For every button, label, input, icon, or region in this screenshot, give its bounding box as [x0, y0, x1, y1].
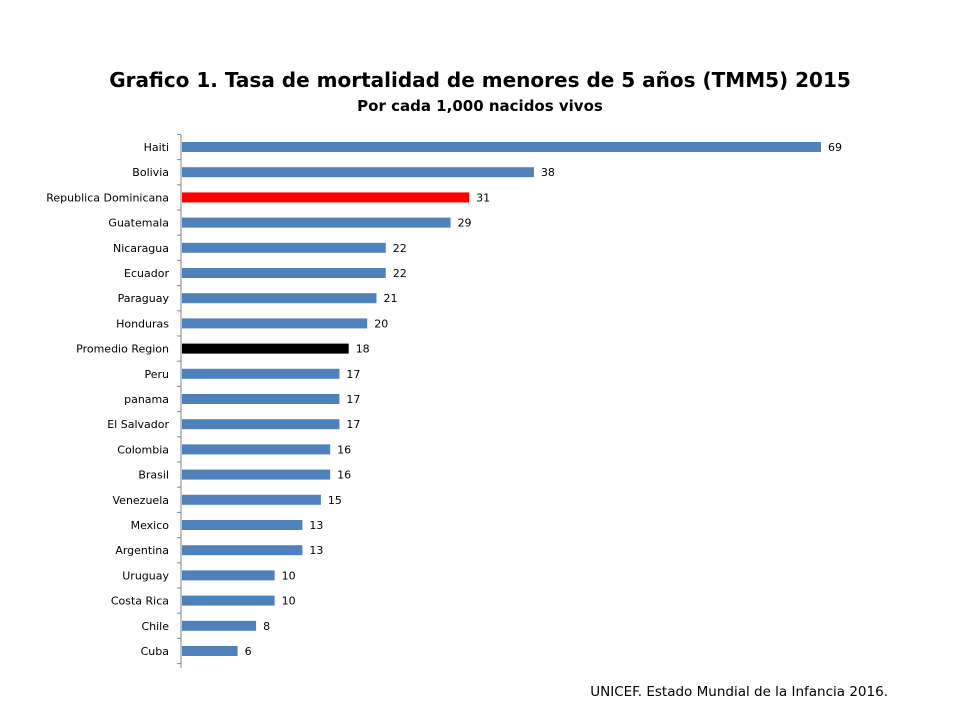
source-note: UNICEF. Estado Mundial de la Infancia 20… [590, 684, 888, 700]
bar [182, 192, 470, 203]
category-label: Venezuela [113, 494, 170, 507]
bar [182, 167, 534, 178]
value-label: 15 [328, 494, 342, 507]
chart-title: Grafico 1. Tasa de mortalidad de menores… [109, 68, 851, 92]
chart-subtitle: Por cada 1,000 nacidos vivos [357, 97, 603, 115]
category-label: Bolivia [132, 166, 169, 179]
bar [182, 394, 340, 404]
category-label: Peru [144, 368, 169, 381]
bar [182, 646, 238, 656]
category-label: Cuba [141, 645, 169, 658]
value-label: 31 [476, 191, 490, 204]
value-label: 29 [458, 217, 472, 230]
bar [182, 318, 368, 329]
category-label: Colombia [117, 443, 169, 456]
bar [182, 142, 821, 152]
category-label: Honduras [116, 317, 169, 330]
category-label: Haiti [144, 141, 169, 154]
category-label: panama [124, 393, 169, 406]
category-label: Chile [141, 620, 169, 633]
value-label: 10 [282, 595, 296, 608]
bar [182, 444, 331, 455]
bar [182, 570, 275, 581]
value-label: 10 [282, 569, 296, 582]
bar [182, 293, 377, 304]
category-label: Paraguay [118, 292, 170, 305]
value-label: 22 [393, 267, 407, 280]
category-label: Guatemala [108, 217, 169, 230]
value-label: 69 [828, 141, 842, 154]
category-label: Uruguay [122, 569, 169, 582]
bar-chart: Haiti 69 Bolivia 38 Republica Dominicana 31 Gu… [46, 133, 842, 668]
value-label: 18 [356, 343, 370, 356]
value-label: 38 [541, 166, 555, 179]
category-label: Republica Dominicana [46, 191, 169, 204]
value-label: 17 [346, 393, 360, 406]
bar [182, 419, 340, 430]
bars-group: Haiti 69 Bolivia 38 Republica Dominicana 31 Gu… [46, 133, 842, 665]
bar [182, 545, 303, 556]
bar [182, 242, 386, 253]
bar [182, 368, 340, 379]
bar [182, 595, 275, 606]
value-label: 17 [346, 418, 360, 431]
value-label: 13 [309, 544, 323, 557]
value-label: 20 [374, 317, 388, 330]
bar [182, 268, 386, 278]
bar [182, 494, 321, 505]
category-label: Costa Rica [111, 595, 169, 608]
category-label: Nicaragua [113, 242, 169, 255]
category-label: Argentina [115, 544, 169, 557]
bar [182, 469, 331, 480]
category-label: Mexico [131, 519, 170, 532]
category-label: Promedio Region [76, 343, 169, 356]
value-label: 8 [263, 620, 270, 633]
value-label: 16 [337, 469, 351, 482]
category-label: El Salvador [107, 418, 169, 431]
category-label: Ecuador [124, 267, 169, 280]
value-label: 6 [245, 645, 252, 658]
value-label: 16 [337, 443, 351, 456]
bar [182, 620, 257, 631]
value-label: 17 [346, 368, 360, 381]
bar [182, 520, 303, 530]
value-label: 22 [393, 242, 407, 255]
bar [182, 343, 349, 354]
bar [182, 217, 451, 228]
category-label: Brasil [138, 469, 169, 482]
value-label: 21 [383, 292, 397, 305]
value-label: 13 [309, 519, 323, 532]
